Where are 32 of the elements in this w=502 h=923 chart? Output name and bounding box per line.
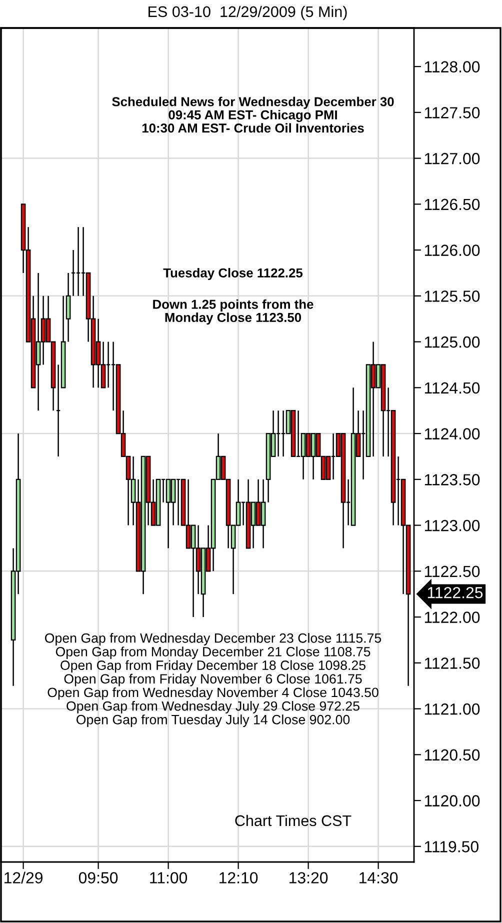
y-tick-label: 1125.00: [424, 336, 480, 348]
annotation: Chart Times CST: [235, 814, 352, 826]
y-tick-label: 1127.50: [424, 107, 480, 118]
x-tick-label: 09:50: [78, 872, 118, 884]
y-tick-label: 1119.50: [424, 841, 478, 852]
y-tick-label: 1126.50: [424, 198, 480, 210]
y-tick-label: 1128.00: [424, 61, 480, 72]
y-tick-label: 1123.50: [424, 474, 480, 486]
annotation: Open Gap from Wednesday December 23 Close 1115.75 Open Gap from Monday December 21 Close 1108.75 Open Gap from Friday December 18 Close 1098.25 Open Gap from Friday November 6 Close 1061.75 Open Gap from Wednesday November 4 Close 1043.50 Open Gap from Wednesday July 29 Close 972.25 Open Gap from Tuesday July 14 Close 902.00: [45, 633, 382, 727]
y-tick-label: 1121.00: [424, 703, 480, 715]
annotation: Down 1.25 points from the Monday Close 1123.50: [153, 299, 314, 325]
y-tick-label: 1120.00: [424, 795, 480, 806]
y-tick-label: 1123.00: [424, 520, 480, 532]
y-tick-label: 1121.50: [424, 658, 480, 669]
candlestick: [66, 272, 71, 342]
y-tick-label: 1122.00: [424, 612, 480, 623]
y-tick-label: 1127.00: [424, 152, 480, 164]
y-tick-label: 1126.00: [424, 244, 480, 256]
annotation: Scheduled News for Wednesday December 30 09:45 AM EST- Chicago PMI 10:30 AM EST- Crude Oil Inventories: [112, 96, 394, 133]
x-tick-label: 11:00: [150, 872, 188, 884]
x-tick-label: 12:10: [220, 872, 258, 884]
annotation: Tuesday Close 1122.25: [163, 268, 303, 280]
y-tick-label: 1120.50: [424, 749, 480, 761]
x-tick-label: 13:20: [290, 872, 328, 884]
x-tick-label: 14:30: [360, 872, 398, 884]
x-tick-label: 12/29: [4, 872, 43, 884]
y-tick-label: 1125.50: [424, 290, 480, 302]
y-tick-label: 1122.50: [424, 566, 480, 578]
chart-title: ES 03-10 12/29/2009 (5 Min): [148, 6, 347, 20]
y-tick-label: 1124.50: [424, 382, 480, 394]
text: 1122.25: [428, 586, 483, 598]
y-tick-label: 1124.00: [424, 428, 480, 440]
